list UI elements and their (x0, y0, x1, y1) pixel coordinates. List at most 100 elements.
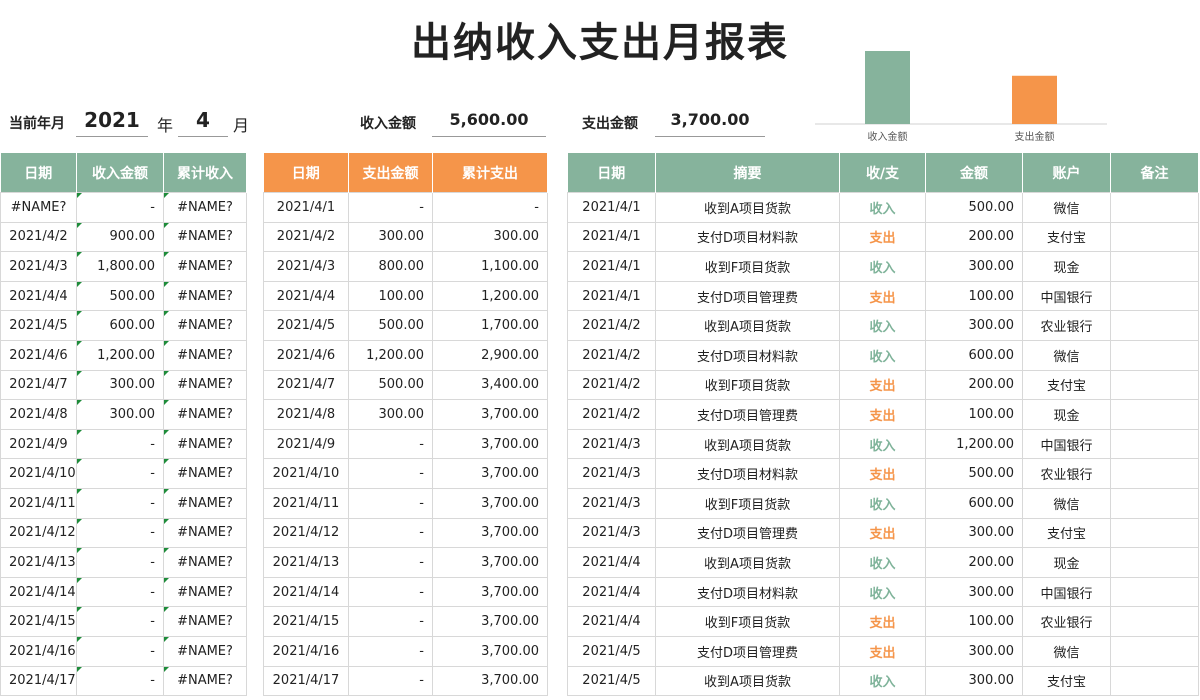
cell: 1,800.00 (76, 251, 164, 282)
cell (1110, 428, 1199, 460)
row: 2021/4/11- #NAME? (0, 487, 247, 519)
column-header: 累计收入 (163, 153, 247, 193)
cell: - (432, 192, 548, 223)
row: 2021/4/17-3,700.00 (263, 665, 548, 697)
row: 2021/4/16- #NAME? (0, 635, 247, 667)
row: 2021/4/2 300.00 300.00 (263, 221, 548, 253)
cell: 收入 (839, 576, 926, 608)
cell: 900.00 (76, 221, 164, 253)
cell: 2021/4/4 (567, 606, 656, 637)
row: 2021/4/9- #NAME? (0, 428, 247, 460)
cell: 2021/4/12 (263, 517, 349, 549)
income-total: 5,600.00 (432, 110, 546, 137)
cell: 3,700.00 (432, 428, 548, 460)
year-unit: 年 (157, 116, 174, 135)
cell: - (76, 428, 164, 460)
cell: - (76, 192, 164, 223)
cell: 2021/4/7 (263, 369, 349, 401)
cell: 收到A项目货款 (655, 547, 840, 578)
cell: - (348, 517, 433, 549)
row: 2021/4/13-3,700.00 (263, 547, 548, 578)
cell: - (76, 487, 164, 519)
cell: 现金 (1022, 251, 1111, 282)
cell: 2021/4/6 (0, 339, 77, 371)
column-header: 日期 (567, 153, 656, 193)
cell: - (348, 576, 433, 608)
cell: 支出 (839, 458, 926, 489)
year: 2021 (76, 108, 148, 137)
cell: 2021/4/2 (567, 339, 656, 371)
bar-label: 支出金额 (1015, 130, 1055, 143)
cell: 200.00 (925, 221, 1023, 253)
cell: 2021/4/13 (263, 547, 349, 578)
cell: 收入 (839, 547, 926, 578)
cell: 支付宝 (1022, 221, 1111, 253)
cell: - (76, 665, 164, 697)
cell: 收入 (839, 192, 926, 223)
cell: 微信 (1022, 487, 1111, 519)
cell: 收到A项目货款 (655, 192, 840, 223)
bar-label: 收入金额 (868, 130, 908, 143)
cell: 微信 (1022, 339, 1111, 371)
cell: 收到A项目货款 (655, 310, 840, 341)
column-header: 累计支出 (432, 153, 548, 193)
row: 2021/4/5 支付D项目管理费 支出 300.00 微信 (567, 635, 1199, 667)
cell: 2021/4/2 (567, 369, 656, 401)
cell: 2021/4/16 (263, 635, 349, 667)
cell: 3,700.00 (432, 458, 548, 489)
cell: 2021/4/13 (0, 547, 77, 578)
row: 2021/4/15-3,700.00 (263, 606, 548, 637)
period-label: 当前年月 (9, 116, 65, 132)
cell: #NAME? (163, 310, 247, 341)
row: 2021/4/3 收到F项目货款 收入 600.00 微信 (567, 487, 1199, 519)
cell: 2,900.00 (432, 339, 548, 371)
cell: 支付D项目材料款 (655, 339, 840, 371)
cell: 500.00 (925, 458, 1023, 489)
cell: 收到F项目货款 (655, 251, 840, 282)
cell: 现金 (1022, 399, 1111, 430)
cell: 2021/4/5 (0, 310, 77, 341)
cell: 300.00 (925, 665, 1023, 697)
row: 2021/4/3 支付D项目材料款 支出 500.00 农业银行 (567, 458, 1199, 489)
cell: #NAME? (163, 458, 247, 489)
cell: #NAME? (163, 606, 247, 637)
cell: 300.00 (348, 221, 433, 253)
cell: 300.00 (76, 399, 164, 430)
cell: 500.00 (925, 192, 1023, 223)
cell: 农业银行 (1022, 606, 1111, 637)
cell: - (348, 665, 433, 697)
cell: 3,700.00 (432, 606, 548, 637)
cell: 800.00 (348, 251, 433, 282)
mini-chart: 收入金额 支出金额 (815, 51, 1107, 143)
cell: - (76, 547, 164, 578)
column-header: 金额 (925, 153, 1023, 193)
cell: 收到F项目货款 (655, 606, 840, 637)
column-header: 日期 (263, 153, 349, 193)
row: 2021/4/16-3,700.00 (263, 635, 548, 667)
cell: 2021/4/1 (567, 192, 656, 223)
cell: #NAME? (163, 517, 247, 549)
cell: 2021/4/5 (567, 665, 656, 697)
row: 2021/4/2 支付D项目管理费 支出 100.00 现金 (567, 399, 1199, 430)
cell: 1,200.00 (925, 428, 1023, 460)
cell: #NAME? (163, 635, 247, 667)
cell: 2021/4/16 (0, 635, 77, 667)
cell (1110, 487, 1199, 519)
cell: 200.00 (925, 547, 1023, 578)
cell: 2021/4/9 (263, 428, 349, 460)
cell: 2021/4/5 (263, 310, 349, 341)
cell: 2021/4/10 (263, 458, 349, 489)
cell: 农业银行 (1022, 310, 1111, 341)
cell: 2021/4/8 (263, 399, 349, 430)
row: 2021/4/4 100.00 1,200.00 (263, 280, 548, 312)
cell: 2021/4/2 (263, 221, 349, 253)
row: 2021/4/2 支付D项目材料款 收入 600.00 微信 (567, 339, 1199, 371)
cell: 3,700.00 (432, 547, 548, 578)
cell: 2021/4/1 (567, 251, 656, 282)
row: 2021/4/15- #NAME? (0, 606, 247, 637)
cell: 600.00 (76, 310, 164, 341)
cell: 2021/4/9 (0, 428, 77, 460)
row: 2021/4/14-3,700.00 (263, 576, 548, 608)
cell: - (348, 547, 433, 578)
cell: #NAME? (163, 280, 247, 312)
